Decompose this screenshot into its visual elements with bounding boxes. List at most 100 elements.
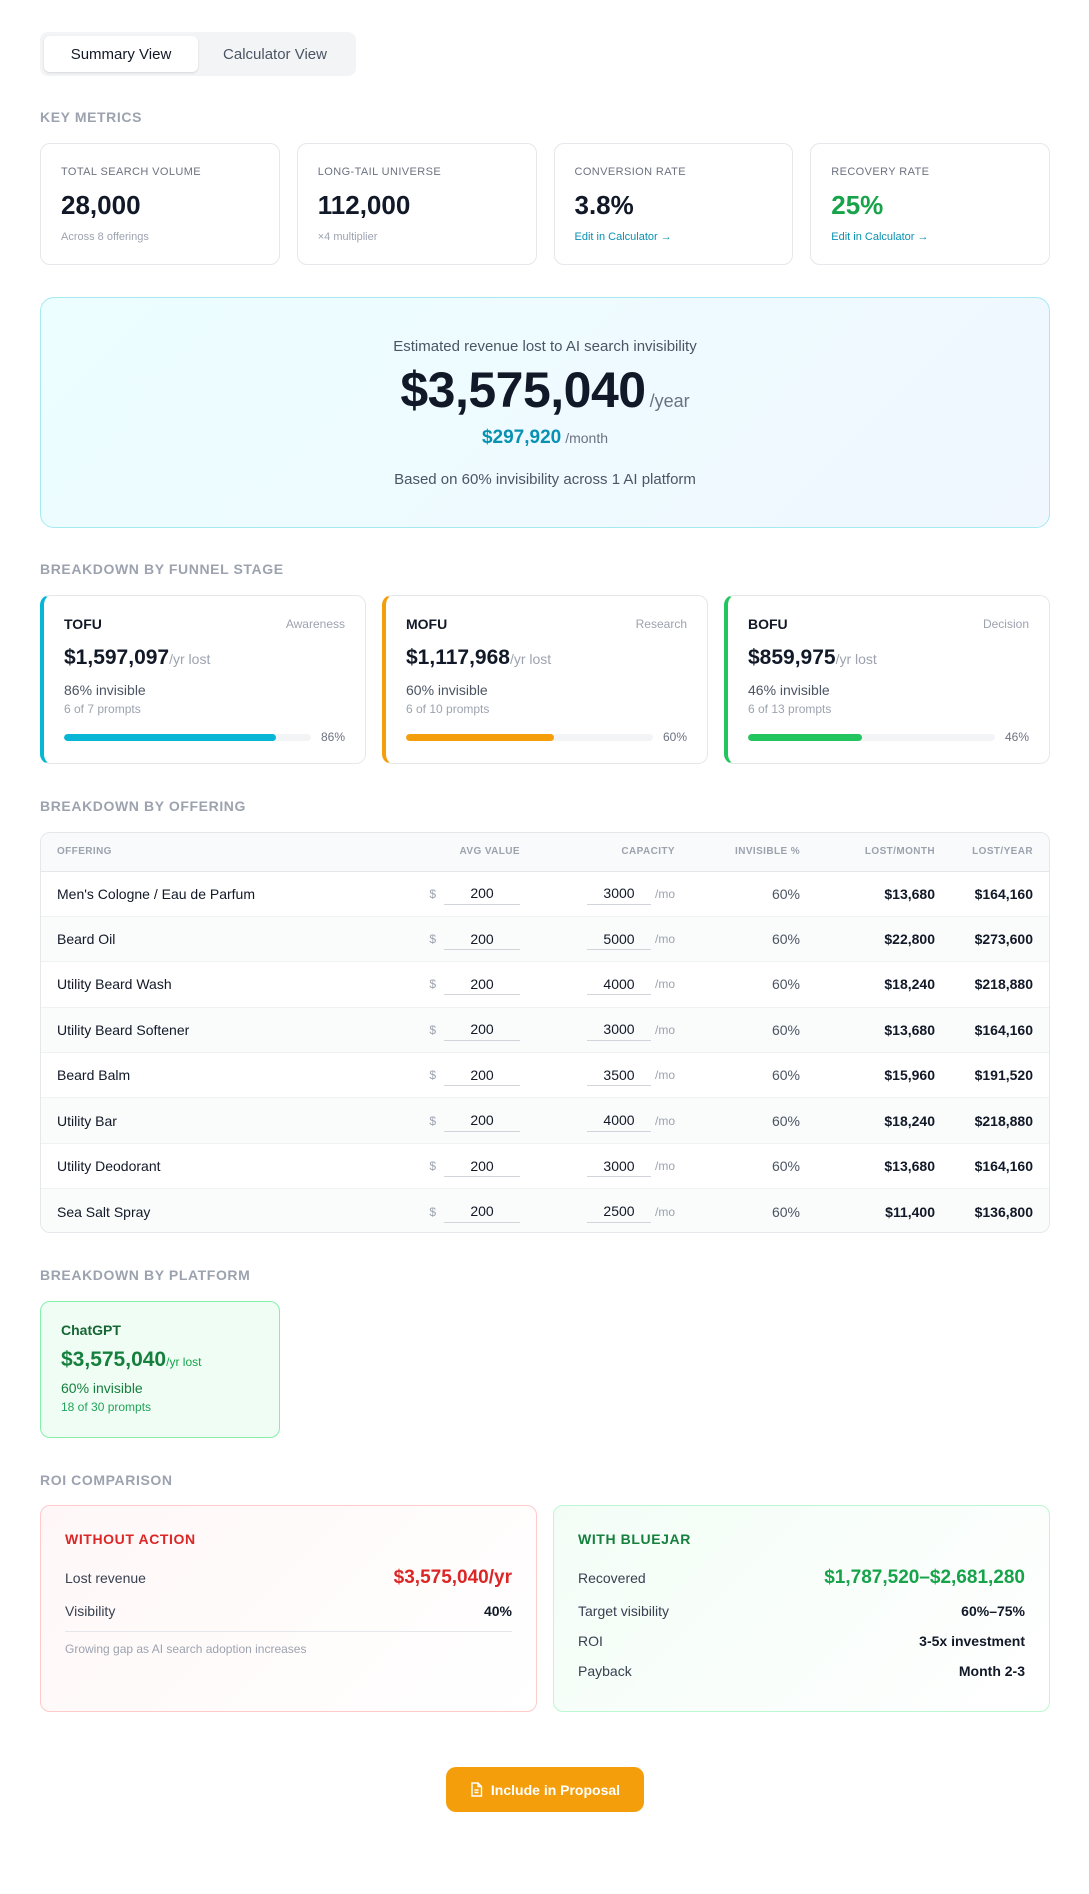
capacity-input[interactable] [586, 973, 651, 996]
column-header-capacity: CAPACITY [536, 833, 691, 872]
section-title-offering: BREAKDOWN BY OFFERING [40, 798, 247, 814]
avg-value-input[interactable] [444, 1200, 520, 1223]
lost-per-month: $13,680 [884, 1158, 935, 1175]
lost-per-month: $13,680 [884, 1021, 935, 1038]
avg-value-input[interactable] [444, 973, 520, 996]
funnel-card-mofu: MOFU Research $1,117,968 /yr lost 60% in… [382, 595, 708, 764]
platform-card-chatgpt: ChatGPT $3,575,040 /yr lost 60% invisibl… [40, 1301, 280, 1438]
currency-symbol: $ [429, 977, 436, 992]
capacity-cell: /mo [536, 1053, 691, 1098]
column-header-offering: OFFERING [41, 833, 386, 872]
capacity-cell: /mo [536, 916, 691, 961]
capacity-input[interactable] [586, 1200, 651, 1223]
avg-value-cell: $ [386, 1053, 536, 1098]
roi-label: ROI [578, 1633, 603, 1649]
column-header-avg-value: AVG VALUE [386, 833, 536, 872]
avg-value-input[interactable] [444, 1155, 520, 1178]
avg-value-cell: $ [386, 1007, 536, 1052]
edit-in-calculator-link[interactable]: Edit in Calculator → [574, 231, 672, 243]
avg-value-cell: $ [386, 1143, 536, 1188]
roi-value: 3-5x investment [919, 1633, 1025, 1649]
avg-value-cell: $ [386, 1189, 536, 1232]
roi-label: Payback [578, 1663, 632, 1679]
table-row: Utility Bar $ /mo 60% $18,240 $218,880 [41, 1097, 1049, 1144]
hero-monthly-unit: /month [565, 430, 609, 446]
lost-per-month: $22,800 [884, 931, 935, 948]
hero-annual-amount: $3,575,040 [400, 362, 646, 418]
metric-label: RECOVERY RATE [831, 166, 930, 178]
per-month-unit: /mo [654, 1159, 675, 1174]
currency-symbol: $ [429, 1113, 436, 1128]
platform-value: $3,575,040 [61, 1348, 167, 1371]
metric-value: 28,000 [61, 190, 141, 220]
roi-title: WITH BLUEJAR [578, 1531, 691, 1547]
table-row: Utility Beard Wash $ /mo 60% $18,240 $218,880 [41, 962, 1049, 1008]
column-header-invisible: INVISIBLE % [691, 833, 816, 872]
capacity-input[interactable] [586, 1109, 651, 1132]
roi-card-without-action: WITHOUT ACTION Lost revenue $3,575,040/y… [40, 1505, 537, 1712]
lost-per-month: $18,240 [884, 976, 935, 993]
capacity-input[interactable] [586, 882, 651, 905]
edit-in-calculator-link[interactable]: Edit in Calculator → [831, 231, 929, 243]
capacity-input[interactable] [586, 1155, 651, 1178]
capacity-cell: /mo [536, 1007, 691, 1052]
lost-per-month: $18,240 [884, 1112, 935, 1129]
avg-value-input[interactable] [444, 1109, 520, 1132]
avg-value-input[interactable] [444, 1064, 520, 1087]
funnel-invisible: 46% invisible [748, 682, 830, 698]
roi-recovered-value: $1,787,520–$2,681,280 [824, 1567, 1025, 1588]
platform-invisible: 60% invisible [61, 1380, 143, 1396]
progress-track [64, 733, 311, 741]
currency-symbol: $ [429, 1159, 436, 1174]
invisible-percent: 60% [771, 1158, 800, 1175]
hero-monthly-amount: $297,920 [481, 427, 562, 448]
avg-value-input[interactable] [444, 882, 520, 905]
capacity-input[interactable] [586, 928, 651, 951]
lost-per-year: $164,160 [974, 1021, 1033, 1038]
progress-track [748, 733, 995, 741]
offering-name: Beard Balm [57, 1067, 131, 1084]
lost-per-month: $15,960 [884, 1067, 935, 1084]
progress-fill [748, 733, 862, 741]
invisible-percent: 60% [771, 1067, 800, 1084]
table-row: Sea Salt Spray $ /mo 60% $11,400 $136,800 [41, 1188, 1049, 1232]
capacity-input[interactable] [586, 1064, 651, 1087]
table-header-row: OFFERING AVG VALUE CAPACITY INVISIBLE % … [41, 833, 1049, 872]
funnel-value: $859,975 [748, 646, 836, 669]
column-header-lost-year: LOST/YEAR [951, 833, 1049, 872]
roi-visibility-value: 40% [483, 1603, 512, 1619]
tab-calculator-view[interactable]: Calculator View [223, 45, 327, 63]
funnel-name: TOFU [64, 616, 102, 632]
avg-value-input[interactable] [444, 1018, 520, 1041]
currency-symbol: $ [429, 1204, 436, 1219]
lost-per-year: $191,520 [974, 1067, 1033, 1084]
metric-sub: ×4 multiplier [317, 231, 378, 243]
progress-percent: 60% [662, 730, 687, 744]
include-in-proposal-button[interactable]: Include in Proposal [446, 1767, 644, 1812]
invisible-percent: 60% [771, 1021, 800, 1038]
tab-summary-view[interactable]: Summary View [44, 36, 198, 72]
section-title-platform: BREAKDOWN BY PLATFORM [40, 1267, 251, 1283]
currency-symbol: $ [429, 886, 436, 901]
progress-track [406, 733, 653, 741]
capacity-input[interactable] [586, 1018, 651, 1041]
offering-name: Utility Beard Wash [57, 976, 172, 993]
roi-label: Visibility [65, 1603, 116, 1619]
table-row: Utility Deodorant $ /mo 60% $13,680 $164,160 [41, 1143, 1049, 1189]
progress-percent: 46% [1004, 730, 1029, 744]
key-metrics: TOTAL SEARCH VOLUME 28,000 Across 8 offe… [40, 143, 1050, 265]
roi-payback-value: Month 2-3 [958, 1663, 1025, 1679]
funnel-value-unit: /yr lost [509, 651, 552, 667]
avg-value-input[interactable] [444, 928, 520, 951]
funnel-name: BOFU [748, 616, 788, 632]
capacity-cell: /mo [536, 871, 691, 916]
offering-name: Men's Cologne / Eau de Parfum [57, 885, 256, 902]
capacity-cell: /mo [536, 1098, 691, 1143]
offering-name: Beard Oil [57, 931, 116, 948]
section-title-funnel: BREAKDOWN BY FUNNEL STAGE [40, 561, 284, 577]
currency-symbol: $ [429, 1068, 436, 1083]
invisible-percent: 60% [771, 976, 800, 993]
roi-comparison: WITHOUT ACTION Lost revenue $3,575,040/y… [40, 1505, 1050, 1712]
funnel-card-bofu: BOFU Decision $859,975 /yr lost 46% invi… [724, 595, 1050, 764]
funnel-prompts: 6 of 10 prompts [406, 702, 490, 716]
